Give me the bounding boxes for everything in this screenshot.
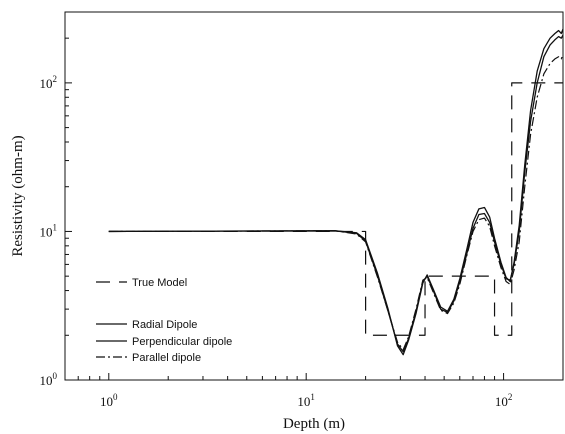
- plot-frame: [64, 11, 564, 381]
- legend-label: True Model: [132, 277, 187, 289]
- series-line: [108, 54, 564, 351]
- x-axis-title: Depth (m): [283, 416, 345, 432]
- legend: True Model Radial Dipole Perpendicular dip…: [96, 277, 232, 364]
- legend-label: Parallel dipole: [132, 352, 201, 364]
- series-line: [108, 28, 564, 356]
- plot-lines: [108, 28, 564, 356]
- legend-label: Radial Dipole: [132, 319, 197, 331]
- y-axis-title: Resistivity (ohm-m): [10, 135, 26, 256]
- legend-label: Perpendicular dipole: [132, 336, 232, 348]
